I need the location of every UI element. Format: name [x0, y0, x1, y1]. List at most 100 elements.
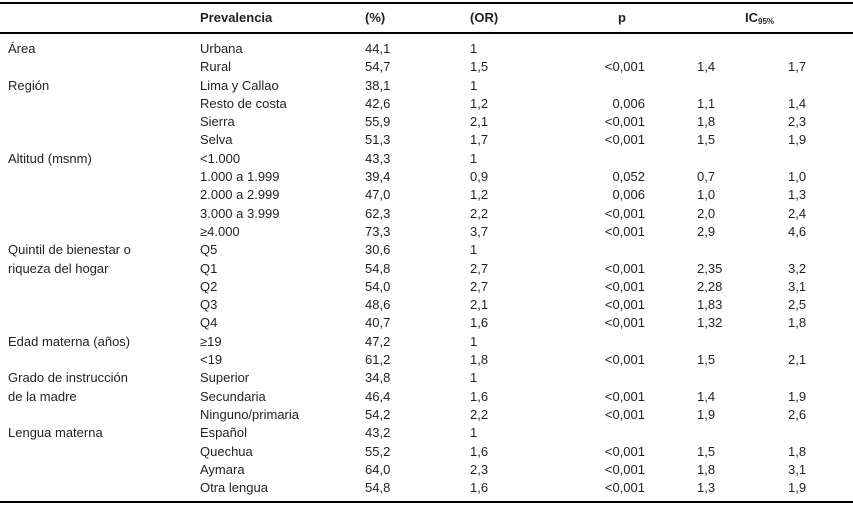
cell-pct: 73,3 — [365, 223, 391, 239]
cell-label: Lima y Callao — [200, 77, 279, 93]
cell-category: riqueza del hogar — [8, 260, 109, 276]
cell-ic_high: 2,6 — [788, 406, 807, 422]
cell-or: 1 — [470, 425, 478, 441]
cell-category: Área — [8, 41, 36, 56]
header-percent: (%) — [365, 10, 386, 25]
cell-label: Q3 — [200, 297, 218, 313]
header-p-value: p — [618, 10, 626, 25]
cell-or: 2,2 — [470, 406, 489, 422]
cell-p: <0,001 — [604, 480, 645, 496]
table-header-row: Prevalencia (%) (OR) p IC95% — [0, 3, 853, 32]
cell-or: 2,2 — [470, 205, 489, 221]
cell-ic_low: 1,4 — [697, 59, 716, 75]
cell-pct: 55,9 — [365, 114, 391, 130]
header-odds-ratio: (OR) — [470, 10, 499, 25]
cell-or: 1,6 — [470, 388, 489, 404]
cell-or: 0,9 — [470, 169, 489, 185]
cell-label: Otra lengua — [200, 480, 268, 496]
cell-category: de la madre — [8, 388, 77, 404]
cell-ic_high: 3,1 — [788, 278, 807, 294]
table-bottom-border — [0, 501, 853, 503]
cell-ic_low: 1,9 — [697, 406, 716, 422]
cell-ic_high: 1,9 — [788, 480, 807, 496]
cell-or: 1,2 — [470, 95, 489, 111]
cell-p: <0,001 — [604, 461, 645, 477]
cell-label: Superior — [200, 370, 250, 386]
table-row: Región Lima y Callao 38,1 1 — [0, 77, 853, 95]
cell-p: <0,001 — [604, 278, 645, 294]
table-row: Altitud (msnm) <1.000 43,3 1 — [0, 150, 853, 168]
cell-label: Sierra — [200, 114, 235, 130]
cell-pct: 61,2 — [365, 352, 391, 368]
header-ic-base: IC — [745, 10, 758, 25]
cell-ic_high: 3,1 — [788, 461, 807, 477]
cell-p: <0,001 — [604, 352, 645, 368]
cell-or: 1,7 — [470, 132, 489, 148]
cell-p: <0,001 — [604, 406, 645, 422]
header-prevalencia: Prevalencia — [200, 10, 273, 25]
table-top-border — [0, 2, 853, 4]
cell-ic_high: 2,3 — [788, 114, 807, 130]
cell-ic_high: 1,9 — [788, 132, 807, 148]
cell-or: 1 — [470, 370, 478, 386]
cell-category: Quintil de bienestar o — [8, 242, 131, 258]
cell-p: <0,001 — [604, 205, 645, 221]
cell-p: <0,001 — [604, 315, 645, 331]
cell-label: Q2 — [200, 278, 218, 294]
cell-pct: 48,6 — [365, 297, 391, 313]
cell-ic_low: 2,35 — [697, 260, 723, 276]
cell-ic_high: 1,4 — [788, 95, 807, 111]
header-ic95: IC95% — [745, 3, 774, 32]
cell-ic_low: 1,3 — [697, 480, 716, 496]
cell-pct: 54,0 — [365, 278, 391, 294]
table-row: 1.000 a 1.999 39,4 0,9 0,052 0,7 1,0 — [0, 168, 853, 186]
cell-or: 2,7 — [470, 260, 489, 276]
cell-or: 1 — [470, 77, 478, 93]
cell-ic_high: 1,3 — [788, 187, 807, 203]
cell-pct: 55,2 — [365, 443, 391, 459]
cell-p: <0,001 — [604, 114, 645, 130]
cell-label: Secundaria — [200, 388, 266, 404]
cell-pct: 54,7 — [365, 59, 391, 75]
cell-or: 2,1 — [470, 114, 489, 130]
cell-or: 1 — [470, 333, 478, 349]
cell-category: Grado de instrucción — [8, 370, 128, 386]
cell-ic_low: 2,28 — [697, 278, 723, 294]
cell-label: Resto de costa — [200, 95, 287, 111]
cell-or: 2,3 — [470, 461, 489, 477]
cell-label: Q5 — [200, 242, 218, 258]
cell-pct: 54,8 — [365, 260, 391, 276]
cell-pct: 64,0 — [365, 461, 391, 477]
cell-label: <1.000 — [200, 150, 241, 166]
cell-pct: 62,3 — [365, 205, 391, 221]
cell-or: 1,6 — [470, 315, 489, 331]
table-row: 3.000 a 3.999 62,3 2,2 <0,001 2,0 2,4 — [0, 205, 853, 223]
cell-pct: 30,6 — [365, 242, 391, 258]
cell-p: <0,001 — [604, 132, 645, 148]
cell-pct: 51,3 — [365, 132, 391, 148]
cell-label: ≥4.000 — [200, 223, 240, 239]
cell-or: 1 — [470, 150, 478, 166]
cell-pct: 39,4 — [365, 169, 391, 185]
cell-ic_high: 1,9 — [788, 388, 807, 404]
cell-ic_low: 1,5 — [697, 443, 716, 459]
cell-ic_low: 1,8 — [697, 461, 716, 477]
table-row: de la madre Secundaria 46,4 1,6 <0,001 1,4 1,9 — [0, 388, 853, 406]
table-row: <19 61,2 1,8 <0,001 1,5 2,1 — [0, 351, 853, 369]
cell-ic_high: 1,8 — [788, 443, 807, 459]
cell-pct: 44,1 — [365, 41, 391, 56]
cell-ic_high: 2,4 — [788, 205, 807, 221]
cell-pct: 47,2 — [365, 333, 391, 349]
table-row: Q2 54,0 2,7 <0,001 2,28 3,1 — [0, 278, 853, 296]
cell-or: 1,5 — [470, 59, 489, 75]
cell-p: <0,001 — [604, 223, 645, 239]
cell-p: 0,006 — [612, 187, 645, 203]
header-ic-subscript: 95% — [758, 17, 775, 26]
cell-or: 1 — [470, 242, 478, 258]
cell-ic_high: 1,7 — [788, 59, 807, 75]
table-row: Grado de instrucción Superior 34,8 1 — [0, 369, 853, 387]
cell-ic_low: 1,8 — [697, 114, 716, 130]
cell-pct: 43,2 — [365, 425, 391, 441]
cell-pct: 47,0 — [365, 187, 391, 203]
